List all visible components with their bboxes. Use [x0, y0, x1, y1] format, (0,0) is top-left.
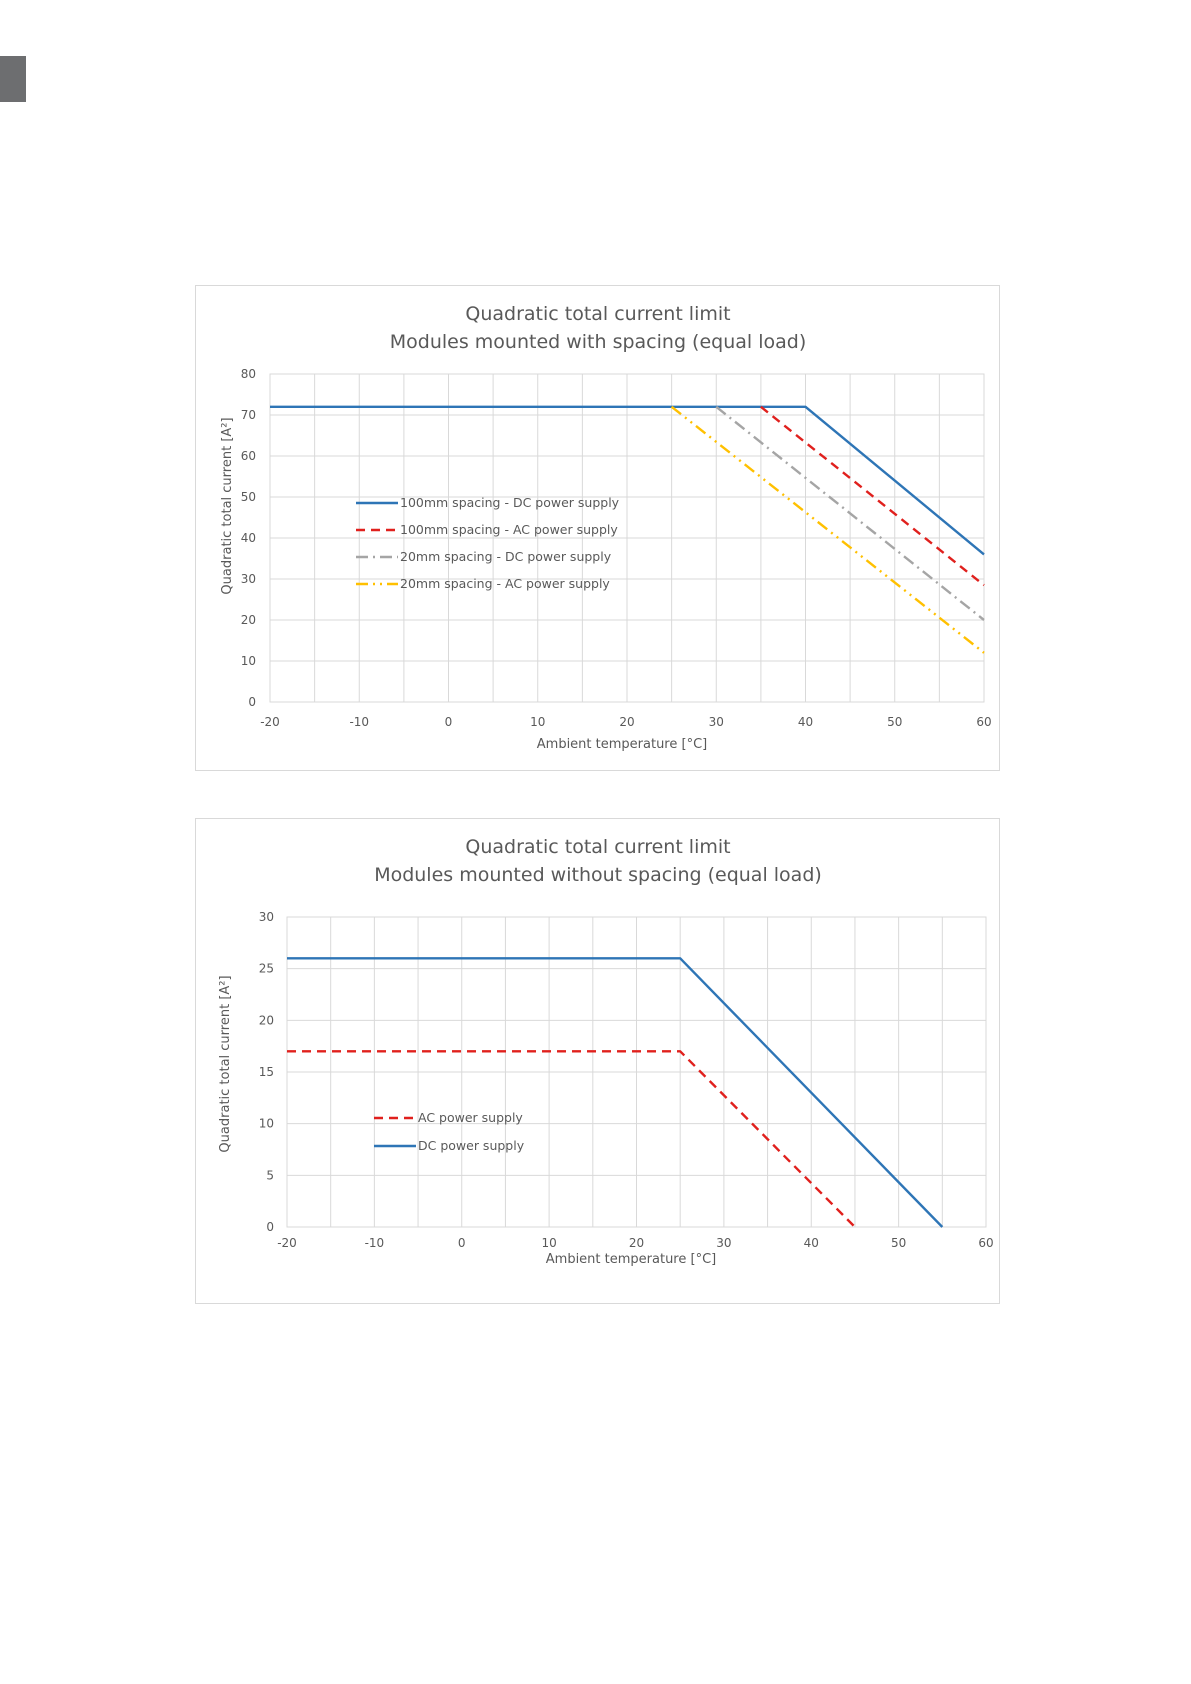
- x-tick-label: 0: [445, 715, 453, 729]
- x-tick-label: 10: [530, 715, 545, 729]
- y-tick-label: 15: [259, 1065, 274, 1079]
- chart-with-spacing: Quadratic total current limit Modules mo…: [220, 303, 992, 752]
- chart-title: Quadratic total current limit: [465, 836, 730, 858]
- x-tick-label: 30: [709, 715, 724, 729]
- legend-label: DC power supply: [418, 1138, 525, 1153]
- chart-subtitle: Modules mounted with spacing (equal load…: [390, 331, 807, 353]
- y-tick-label: 0: [266, 1220, 274, 1234]
- y-tick-label: 70: [241, 408, 256, 422]
- y-axis-label: Quadratic total current [A²]: [218, 975, 233, 1152]
- y-tick-label: 5: [266, 1168, 274, 1182]
- x-tick-label: 40: [804, 1236, 819, 1250]
- y-tick-label: 10: [259, 1117, 274, 1131]
- series-line-3: [715, 405, 985, 621]
- x-axis-label: Ambient temperature [°C]: [537, 737, 707, 752]
- y-tick-label: 40: [241, 531, 256, 545]
- x-tick-label: 20: [629, 1236, 644, 1250]
- y-tick-label: 10: [241, 654, 256, 668]
- legend-label: 100mm spacing - DC power supply: [400, 495, 620, 510]
- y-tick-label: 80: [241, 367, 256, 381]
- y-tick-label: 0: [248, 695, 256, 709]
- chart-panel-with-spacing: Quadratic total current limit Modules mo…: [195, 285, 1000, 771]
- x-tick-label: 20: [619, 715, 634, 729]
- x-tick-label: 60: [978, 1236, 993, 1250]
- chart-panel-without-spacing: Quadratic total current limit Modules mo…: [195, 818, 1000, 1304]
- x-tick-label: 40: [798, 715, 813, 729]
- y-tick-label: 60: [241, 449, 256, 463]
- x-tick-label: 10: [541, 1236, 556, 1250]
- x-tick-label: 0: [458, 1236, 466, 1250]
- y-tick-label: 30: [259, 910, 274, 924]
- x-tick-label: -10: [349, 715, 369, 729]
- legend-label: 20mm spacing - AC power supply: [400, 576, 610, 591]
- x-tick-label: -10: [365, 1236, 385, 1250]
- series-line-1: [270, 405, 985, 556]
- plot-area: [286, 916, 987, 1228]
- chart-without-spacing: Quadratic total current limit Modules mo…: [218, 836, 994, 1267]
- legend-label: 20mm spacing - DC power supply: [400, 549, 612, 564]
- x-tick-label: -20: [260, 715, 280, 729]
- y-tick-label: 25: [259, 962, 274, 976]
- chart-subtitle: Modules mounted without spacing (equal l…: [374, 864, 822, 886]
- x-tick-label: 30: [716, 1236, 731, 1250]
- legend-label: 100mm spacing - AC power supply: [400, 522, 618, 537]
- series-line-2: [760, 405, 985, 587]
- y-axis-label: Quadratic total current [A²]: [220, 417, 235, 594]
- y-tick-label: 50: [241, 490, 256, 504]
- y-tick-label: 20: [259, 1013, 274, 1027]
- chart-title: Quadratic total current limit: [465, 303, 730, 325]
- plot-area: [269, 373, 985, 703]
- x-tick-label: -20: [277, 1236, 297, 1250]
- x-axis-label: Ambient temperature [°C]: [546, 1252, 716, 1267]
- y-tick-label: 30: [241, 572, 256, 586]
- series-line-1: [287, 1050, 856, 1228]
- y-tick-label: 20: [241, 613, 256, 627]
- legend-label: AC power supply: [418, 1110, 523, 1125]
- series-line-2: [287, 957, 944, 1228]
- x-tick-label: 50: [887, 715, 902, 729]
- series-line-4: [670, 405, 985, 654]
- x-tick-label: 60: [976, 715, 991, 729]
- x-tick-label: 50: [891, 1236, 906, 1250]
- corner-tab: [0, 56, 26, 102]
